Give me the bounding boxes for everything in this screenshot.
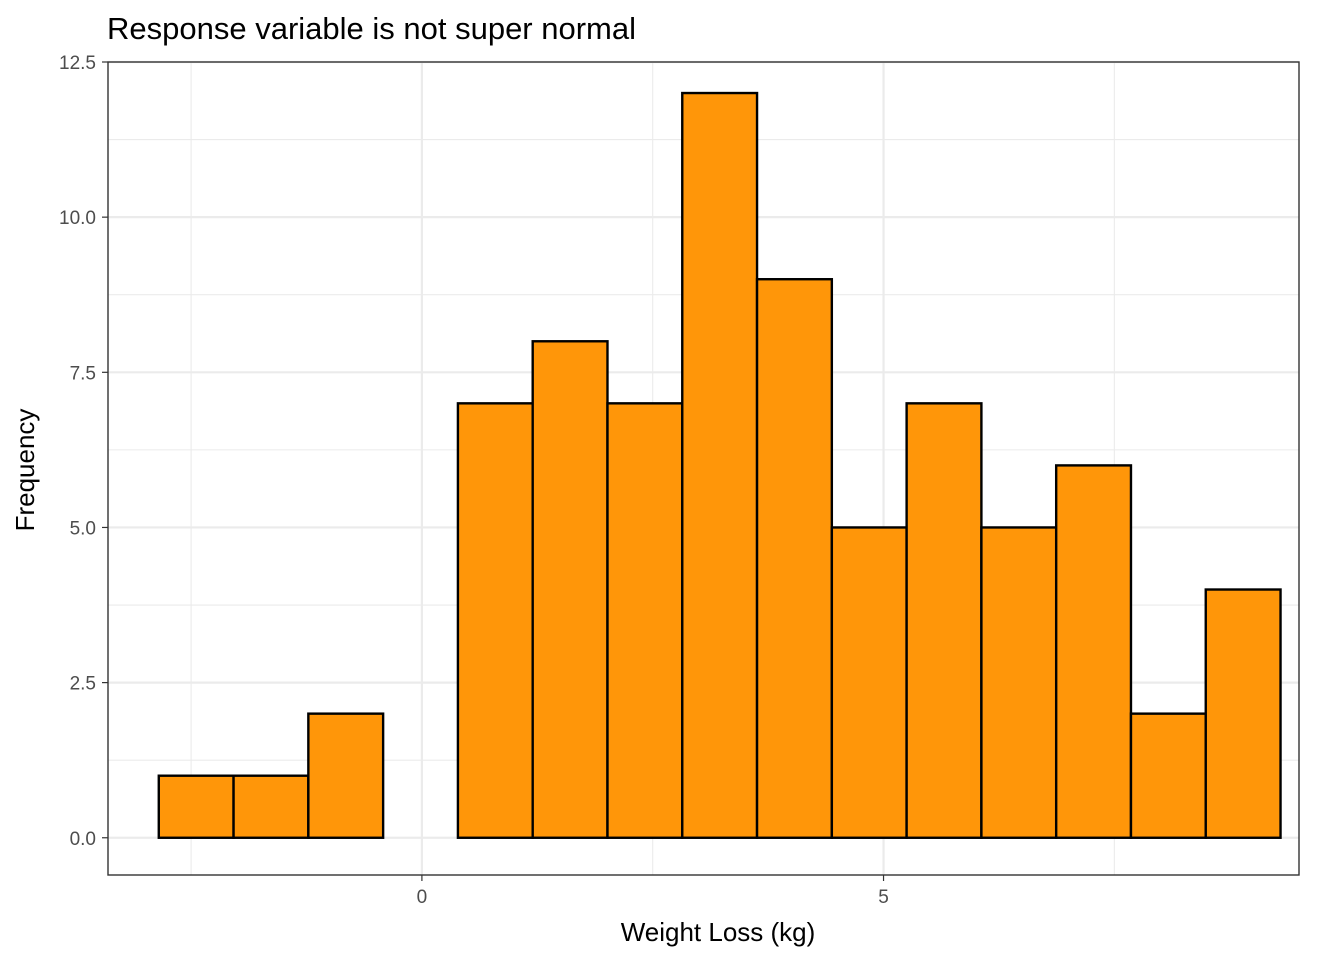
y-tick-label: 2.5 xyxy=(70,674,96,695)
y-tick-label: 7.5 xyxy=(70,363,96,384)
histogram-bar xyxy=(456,402,534,839)
histogram-bar xyxy=(606,402,684,839)
x-tick-label: 0 xyxy=(417,887,428,908)
histogram-bar xyxy=(905,402,983,839)
histogram-bar xyxy=(1204,588,1282,839)
histogram-bar xyxy=(531,340,609,839)
y-axis-title: Frequency xyxy=(10,409,40,532)
histogram-bar xyxy=(681,91,759,839)
histogram-bar xyxy=(755,278,834,839)
axis-ticks xyxy=(102,61,885,881)
y-tick-label: 0.0 xyxy=(70,829,96,850)
y-tick-label: 12.5 xyxy=(59,53,96,74)
x-tick-label: 5 xyxy=(878,887,889,908)
histogram-bar xyxy=(307,712,385,839)
panel-border xyxy=(107,61,1300,876)
histogram-bars xyxy=(157,91,1282,839)
y-tick-label: 10.0 xyxy=(59,208,96,229)
histogram-bar xyxy=(157,774,235,839)
chart-title: Response variable is not super normal xyxy=(107,11,636,46)
histogram-bar xyxy=(830,526,908,839)
histogram-bar xyxy=(232,774,310,839)
histogram-bar xyxy=(980,526,1058,839)
histogram-bar xyxy=(1054,464,1133,839)
tick-labels: 0.0 2.5 5.0 7.5 10.0 12.5 0 5 xyxy=(59,53,889,908)
histogram-bar xyxy=(1129,712,1207,839)
y-tick-label: 5.0 xyxy=(70,518,96,539)
x-axis-title: Weight Loss (kg) xyxy=(621,917,816,947)
